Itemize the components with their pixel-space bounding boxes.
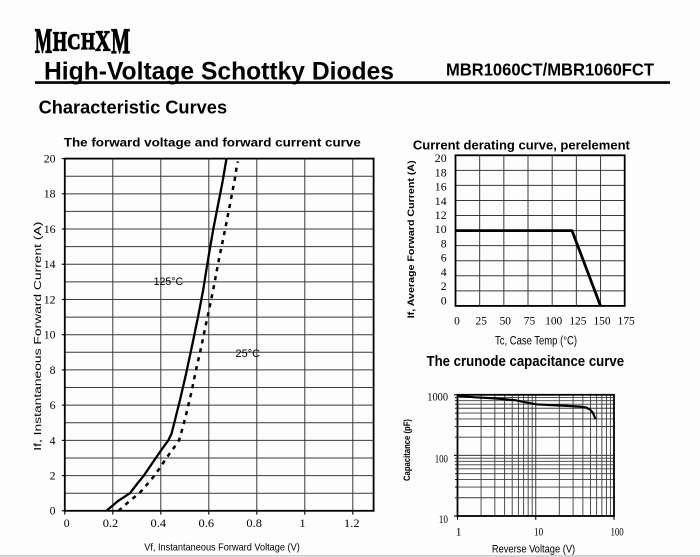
svg-text:6: 6 (441, 251, 447, 265)
svg-text:100: 100 (545, 315, 562, 327)
svg-text:1: 1 (300, 516, 306, 530)
svg-text:0: 0 (50, 504, 56, 518)
svg-text:125: 125 (569, 315, 586, 327)
svg-text:8: 8 (50, 363, 56, 377)
svg-text:175: 175 (618, 315, 635, 327)
svg-text:50: 50 (500, 315, 512, 327)
svg-text:20: 20 (435, 151, 447, 165)
svg-text:100: 100 (610, 527, 623, 539)
svg-text:4: 4 (50, 433, 56, 447)
svg-text:10: 10 (534, 527, 543, 539)
svg-text:25: 25 (476, 315, 488, 327)
svg-text:12: 12 (435, 208, 447, 222)
svg-text:Characteristic Curves: Characteristic Curves (39, 97, 228, 118)
svg-text:75: 75 (524, 315, 536, 327)
svg-text:M: M (111, 21, 130, 61)
svg-text:8: 8 (441, 237, 447, 251)
svg-text:High-Voltage Schottky Diodes: High-Voltage Schottky Diodes (44, 57, 394, 85)
svg-text:1.2: 1.2 (344, 516, 360, 530)
svg-text:16: 16 (435, 180, 447, 194)
svg-text:Reverse Voltage (V): Reverse Voltage (V) (492, 543, 575, 555)
svg-text:0.4: 0.4 (151, 516, 167, 530)
svg-text:6: 6 (50, 398, 56, 412)
svg-text:0.6: 0.6 (199, 516, 215, 530)
svg-text:16: 16 (44, 222, 56, 236)
svg-text:Current derating curve, perele: Current derating curve, perelement (413, 138, 631, 153)
svg-text:The forward voltage and forwar: The forward voltage and forward current … (64, 135, 361, 149)
svg-text:Tc, Case Temp (°C): Tc, Case Temp (°C) (495, 336, 577, 348)
svg-text:If, Instantaneous Forward Curr: If, Instantaneous Forward Current (A) (33, 222, 44, 451)
svg-text:1: 1 (456, 527, 462, 539)
svg-text:18: 18 (435, 165, 447, 179)
svg-text:25°C: 25°C (236, 348, 261, 360)
svg-text:H: H (53, 26, 67, 56)
svg-text:20: 20 (44, 152, 56, 166)
svg-text:100: 100 (435, 454, 448, 466)
svg-text:4: 4 (441, 265, 447, 279)
svg-text:M: M (35, 21, 52, 60)
svg-text:2: 2 (441, 279, 447, 293)
svg-text:1000: 1000 (427, 391, 448, 403)
svg-text:If, Average Forward Current (A: If, Average Forward Current (A) (406, 160, 416, 318)
svg-text:0.2: 0.2 (103, 516, 119, 530)
svg-text:0: 0 (454, 315, 460, 327)
svg-text:0: 0 (64, 516, 70, 530)
svg-text:C: C (67, 29, 80, 54)
svg-text:Vf, Instantaneous Forward Volt: Vf, Instantaneous Forward Voltage (V) (144, 542, 300, 554)
svg-text:H: H (81, 28, 95, 54)
svg-text:14: 14 (435, 194, 447, 208)
svg-text:The crunode capacitance curve: The crunode capacitance curve (427, 354, 625, 370)
svg-text:10: 10 (435, 222, 447, 236)
svg-text:X: X (95, 26, 110, 58)
svg-text:10: 10 (44, 328, 56, 342)
svg-text:150: 150 (593, 315, 610, 327)
svg-text:0.8: 0.8 (246, 516, 262, 530)
svg-text:18: 18 (44, 187, 56, 201)
svg-text:14: 14 (44, 257, 56, 271)
svg-text:Capacitance (pF): Capacitance (pF) (402, 419, 413, 481)
svg-text:0: 0 (441, 293, 447, 307)
svg-text:125°C: 125°C (154, 276, 184, 288)
svg-text:10: 10 (439, 514, 448, 526)
svg-text:12: 12 (44, 292, 56, 306)
svg-text:MBR1060CT/MBR1060FCT: MBR1060CT/MBR1060FCT (446, 60, 654, 80)
svg-text:2: 2 (50, 469, 56, 483)
